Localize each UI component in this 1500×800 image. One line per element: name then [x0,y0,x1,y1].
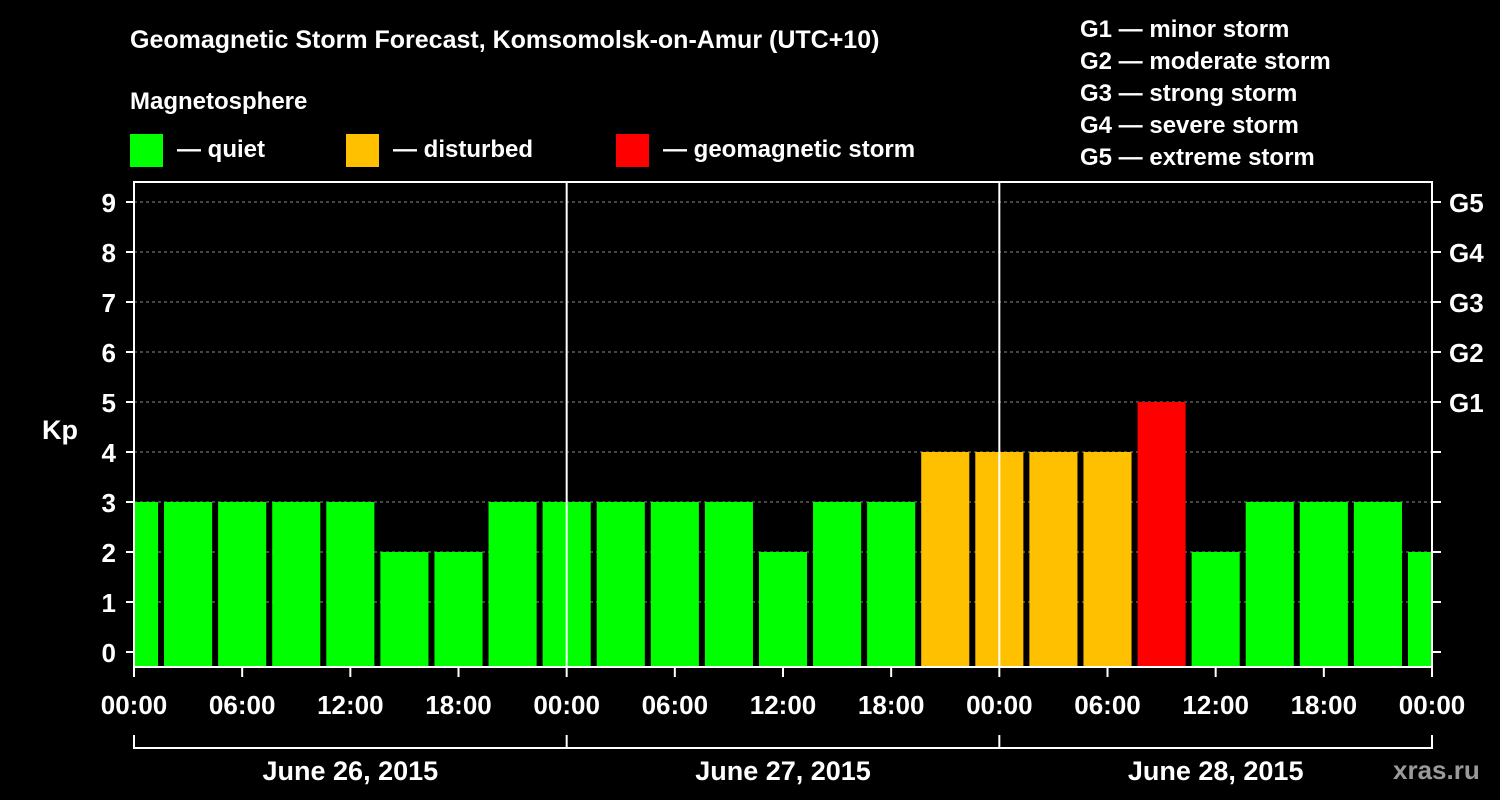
y-tick-label: 0 [102,638,116,668]
x-tick-label: 18:00 [1291,690,1358,720]
x-tick-label: 00:00 [101,690,168,720]
watermark: xras.ru [1393,755,1480,785]
x-tick-label: 12:00 [1182,690,1249,720]
kp-bar [650,502,699,667]
y-tick-label: 7 [102,288,116,318]
kp-bar [272,502,321,667]
right-axis-label: G2 [1449,338,1484,368]
x-tick-label: 00:00 [533,690,600,720]
y-tick-label: 5 [102,388,116,418]
day-label: June 27, 2015 [695,756,871,786]
bars [135,402,1432,667]
kp-bar [704,502,753,667]
y-tick-label: 4 [102,438,117,468]
kp-bar [758,552,808,667]
x-tick-label: 00:00 [1399,690,1466,720]
legend-swatch-quiet [130,134,163,167]
kp-bar [135,502,159,667]
x-tick-label: 06:00 [1074,690,1141,720]
storm-scale-g5: G5 — extreme storm [1080,144,1315,171]
kp-bar [1245,502,1294,667]
kp-bar [326,502,375,667]
x-tick-label: 06:00 [642,690,709,720]
kp-bar [434,552,483,667]
x-tick-label: 18:00 [858,690,925,720]
y-axis-label: Kp [42,415,78,445]
kp-bar [1029,452,1078,667]
kp-bar [488,502,537,667]
x-tick-label: 00:00 [966,690,1033,720]
right-axis-label: G3 [1449,288,1484,318]
kp-bar [1137,402,1186,667]
axes [126,181,1441,749]
right-axis-label: G5 [1449,188,1484,218]
right-axis-label: G1 [1449,388,1484,418]
x-tick-label: 06:00 [209,690,276,720]
kp-bar [1083,452,1132,667]
x-tick-label: 12:00 [317,690,384,720]
y-tick-label: 3 [102,488,116,518]
kp-bar [1407,552,1432,667]
storm-scale-g1: G1 — minor storm [1080,16,1289,43]
legend-label-disturbed: — disturbed [393,136,533,163]
day-label: June 26, 2015 [263,756,439,786]
y-tick-label: 8 [102,238,116,268]
kp-bar [1299,502,1348,667]
legend-swatch-storm [616,134,649,167]
kp-bar [380,552,429,667]
x-tick-label: 18:00 [425,690,492,720]
storm-scale-g2: G2 — moderate storm [1080,48,1331,75]
y-tick-label: 6 [102,338,116,368]
right-axis-label: G4 [1449,238,1484,268]
kp-bar [867,502,916,667]
storm-scale-g3: G3 — strong storm [1080,80,1297,107]
legend-label-quiet: — quiet [177,136,265,163]
kp-bar [1191,552,1240,667]
kp-bar [921,452,970,667]
kp-bar [813,502,862,667]
kp-bar [164,502,213,667]
y-tick-label: 1 [102,588,116,618]
kp-bar [1353,502,1402,667]
kp-bar [596,502,645,667]
legend-label-storm: — geomagnetic storm [663,136,915,163]
chart-title: Geomagnetic Storm Forecast, Komsomolsk-o… [130,26,879,54]
y-tick-label: 2 [102,538,116,568]
x-tick-label: 12:00 [750,690,817,720]
storm-scale-g4: G4 — severe storm [1080,112,1299,139]
legend-swatch-disturbed [346,134,379,167]
kp-bar [218,502,267,667]
magnetosphere-label: Magnetosphere [130,88,307,115]
day-label: June 28, 2015 [1128,756,1304,786]
tick-labels: 0 1 2 3 4 5 6 7 8 9 G1 G2 G3 G4 G5 00:00 06:00 12:00 18:00… [101,188,1484,786]
y-tick-label: 9 [102,188,116,218]
